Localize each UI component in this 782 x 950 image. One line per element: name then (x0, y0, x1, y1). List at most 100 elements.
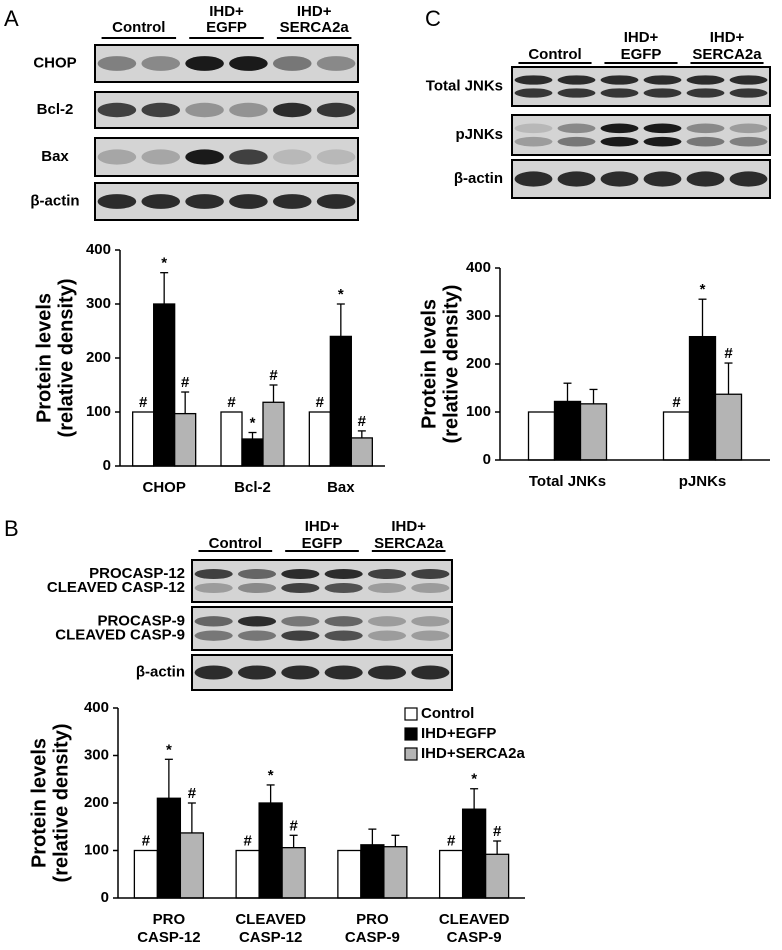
bar (579, 403, 608, 461)
band (237, 568, 277, 580)
band (272, 102, 312, 118)
group-label: SERCA2a (280, 19, 350, 36)
band (281, 665, 320, 680)
bar (281, 847, 306, 899)
x-tick-label: Bax (327, 479, 355, 496)
significance-marker: * (161, 255, 167, 272)
bar (337, 849, 362, 899)
group-label: IHD+ (297, 3, 332, 20)
panel-letter: A (4, 6, 19, 31)
y-axis-label: (relative density) (55, 279, 77, 438)
error-bar (269, 384, 278, 403)
band (324, 582, 363, 594)
blot-row (191, 654, 453, 691)
significance-marker: * (700, 281, 706, 298)
band (514, 171, 553, 187)
significance-marker: # (289, 817, 298, 834)
error-bar (336, 303, 345, 337)
significance-marker: # (269, 367, 278, 384)
band (97, 194, 137, 209)
bar (350, 437, 373, 467)
x-tick-label: Bcl-2 (234, 479, 271, 496)
band (514, 75, 553, 85)
band (97, 56, 137, 71)
significance-marker: # (188, 785, 197, 802)
x-tick-label: CHOP (142, 479, 185, 496)
band (643, 136, 682, 147)
error-bar (248, 431, 257, 439)
bar (688, 335, 717, 461)
band (324, 568, 363, 580)
band (324, 665, 363, 680)
group-label: EGFP (206, 19, 247, 36)
band (367, 665, 407, 680)
significance-marker: # (142, 832, 151, 849)
blot-row (94, 137, 359, 177)
panel-letter: C (425, 6, 441, 31)
group-label: IHD+ (209, 3, 244, 20)
band (97, 102, 137, 118)
y-tick-label: 100 (84, 841, 109, 858)
row-label: PROCASP-12 (89, 565, 185, 582)
band (316, 102, 356, 118)
band (557, 171, 596, 187)
bar (714, 393, 743, 461)
x-tick-label: CASP-12 (239, 929, 302, 946)
band (367, 582, 407, 594)
error-bar (589, 388, 598, 404)
legend-swatch (404, 707, 418, 721)
band (141, 149, 181, 165)
error-bar (493, 840, 502, 855)
error-bar (391, 834, 400, 847)
row-label: Bcl-2 (37, 101, 74, 118)
significance-marker: # (358, 413, 367, 430)
y-tick-label: 300 (466, 307, 491, 324)
bar (241, 438, 264, 467)
bar (262, 401, 285, 467)
y-tick-label: 300 (86, 295, 111, 312)
band (281, 616, 320, 627)
band (411, 665, 450, 680)
bar (174, 412, 197, 467)
band (686, 171, 725, 187)
error-bar (357, 430, 366, 438)
band (600, 171, 639, 187)
bar (662, 411, 691, 461)
group-label: IHD+ (710, 29, 745, 46)
row-label: CLEAVED CASP-12 (47, 579, 185, 596)
error-bar (160, 272, 169, 304)
bar (329, 335, 352, 467)
band (686, 123, 725, 134)
y-tick-label: 400 (86, 241, 111, 258)
bar (360, 844, 385, 899)
significance-marker: * (471, 771, 477, 788)
band (194, 616, 233, 627)
bar (527, 411, 556, 461)
significance-marker: # (139, 394, 148, 411)
significance-marker: # (227, 394, 236, 411)
significance-marker: # (243, 832, 252, 849)
band (141, 56, 181, 71)
row-label: Bax (41, 148, 69, 165)
y-tick-label: 200 (86, 349, 111, 366)
band (729, 88, 768, 98)
row-label: CLEAVED CASP-9 (55, 627, 185, 644)
x-tick-label: Total JNKs (529, 473, 606, 490)
band (557, 123, 596, 134)
band (600, 123, 639, 134)
significance-marker: * (268, 767, 274, 784)
band (557, 136, 596, 147)
band (600, 136, 639, 147)
blot-row (94, 182, 359, 221)
significance-marker: * (250, 414, 256, 431)
band (367, 630, 407, 641)
band (411, 616, 450, 627)
row-label: β-actin (454, 170, 503, 187)
x-tick-label: CLEAVED (235, 911, 306, 928)
y-tick-label: 0 (103, 457, 111, 474)
group-label: EGFP (302, 535, 343, 552)
band (324, 630, 363, 641)
blot-row (94, 91, 359, 129)
error-bar (470, 788, 479, 810)
blot-row (511, 114, 771, 156)
